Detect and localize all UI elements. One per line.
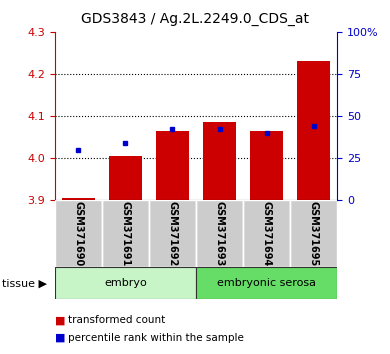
Text: GSM371692: GSM371692 <box>167 201 177 266</box>
Bar <box>102 200 149 267</box>
Bar <box>149 200 196 267</box>
Text: embryo: embryo <box>104 278 147 288</box>
Bar <box>196 200 243 267</box>
Bar <box>62 198 95 200</box>
Bar <box>203 122 236 200</box>
Bar <box>55 267 196 299</box>
Bar <box>55 200 102 267</box>
Text: percentile rank within the sample: percentile rank within the sample <box>68 333 244 343</box>
Text: ■: ■ <box>55 333 65 343</box>
Bar <box>109 156 142 200</box>
Bar <box>243 200 290 267</box>
Text: GSM371694: GSM371694 <box>262 201 272 266</box>
Text: GSM371695: GSM371695 <box>309 201 319 266</box>
Bar <box>290 200 337 267</box>
Text: transformed count: transformed count <box>68 315 165 325</box>
Bar <box>250 131 283 200</box>
Text: ■: ■ <box>55 315 65 325</box>
Text: embryonic serosa: embryonic serosa <box>217 278 316 288</box>
Text: GSM371691: GSM371691 <box>120 201 130 266</box>
Text: GSM371690: GSM371690 <box>73 201 83 266</box>
Text: tissue ▶: tissue ▶ <box>2 278 47 288</box>
Bar <box>196 267 337 299</box>
Text: GDS3843 / Ag.2L.2249.0_CDS_at: GDS3843 / Ag.2L.2249.0_CDS_at <box>81 12 309 27</box>
Text: GSM371693: GSM371693 <box>215 201 225 266</box>
Bar <box>156 131 189 200</box>
Bar <box>297 61 330 200</box>
